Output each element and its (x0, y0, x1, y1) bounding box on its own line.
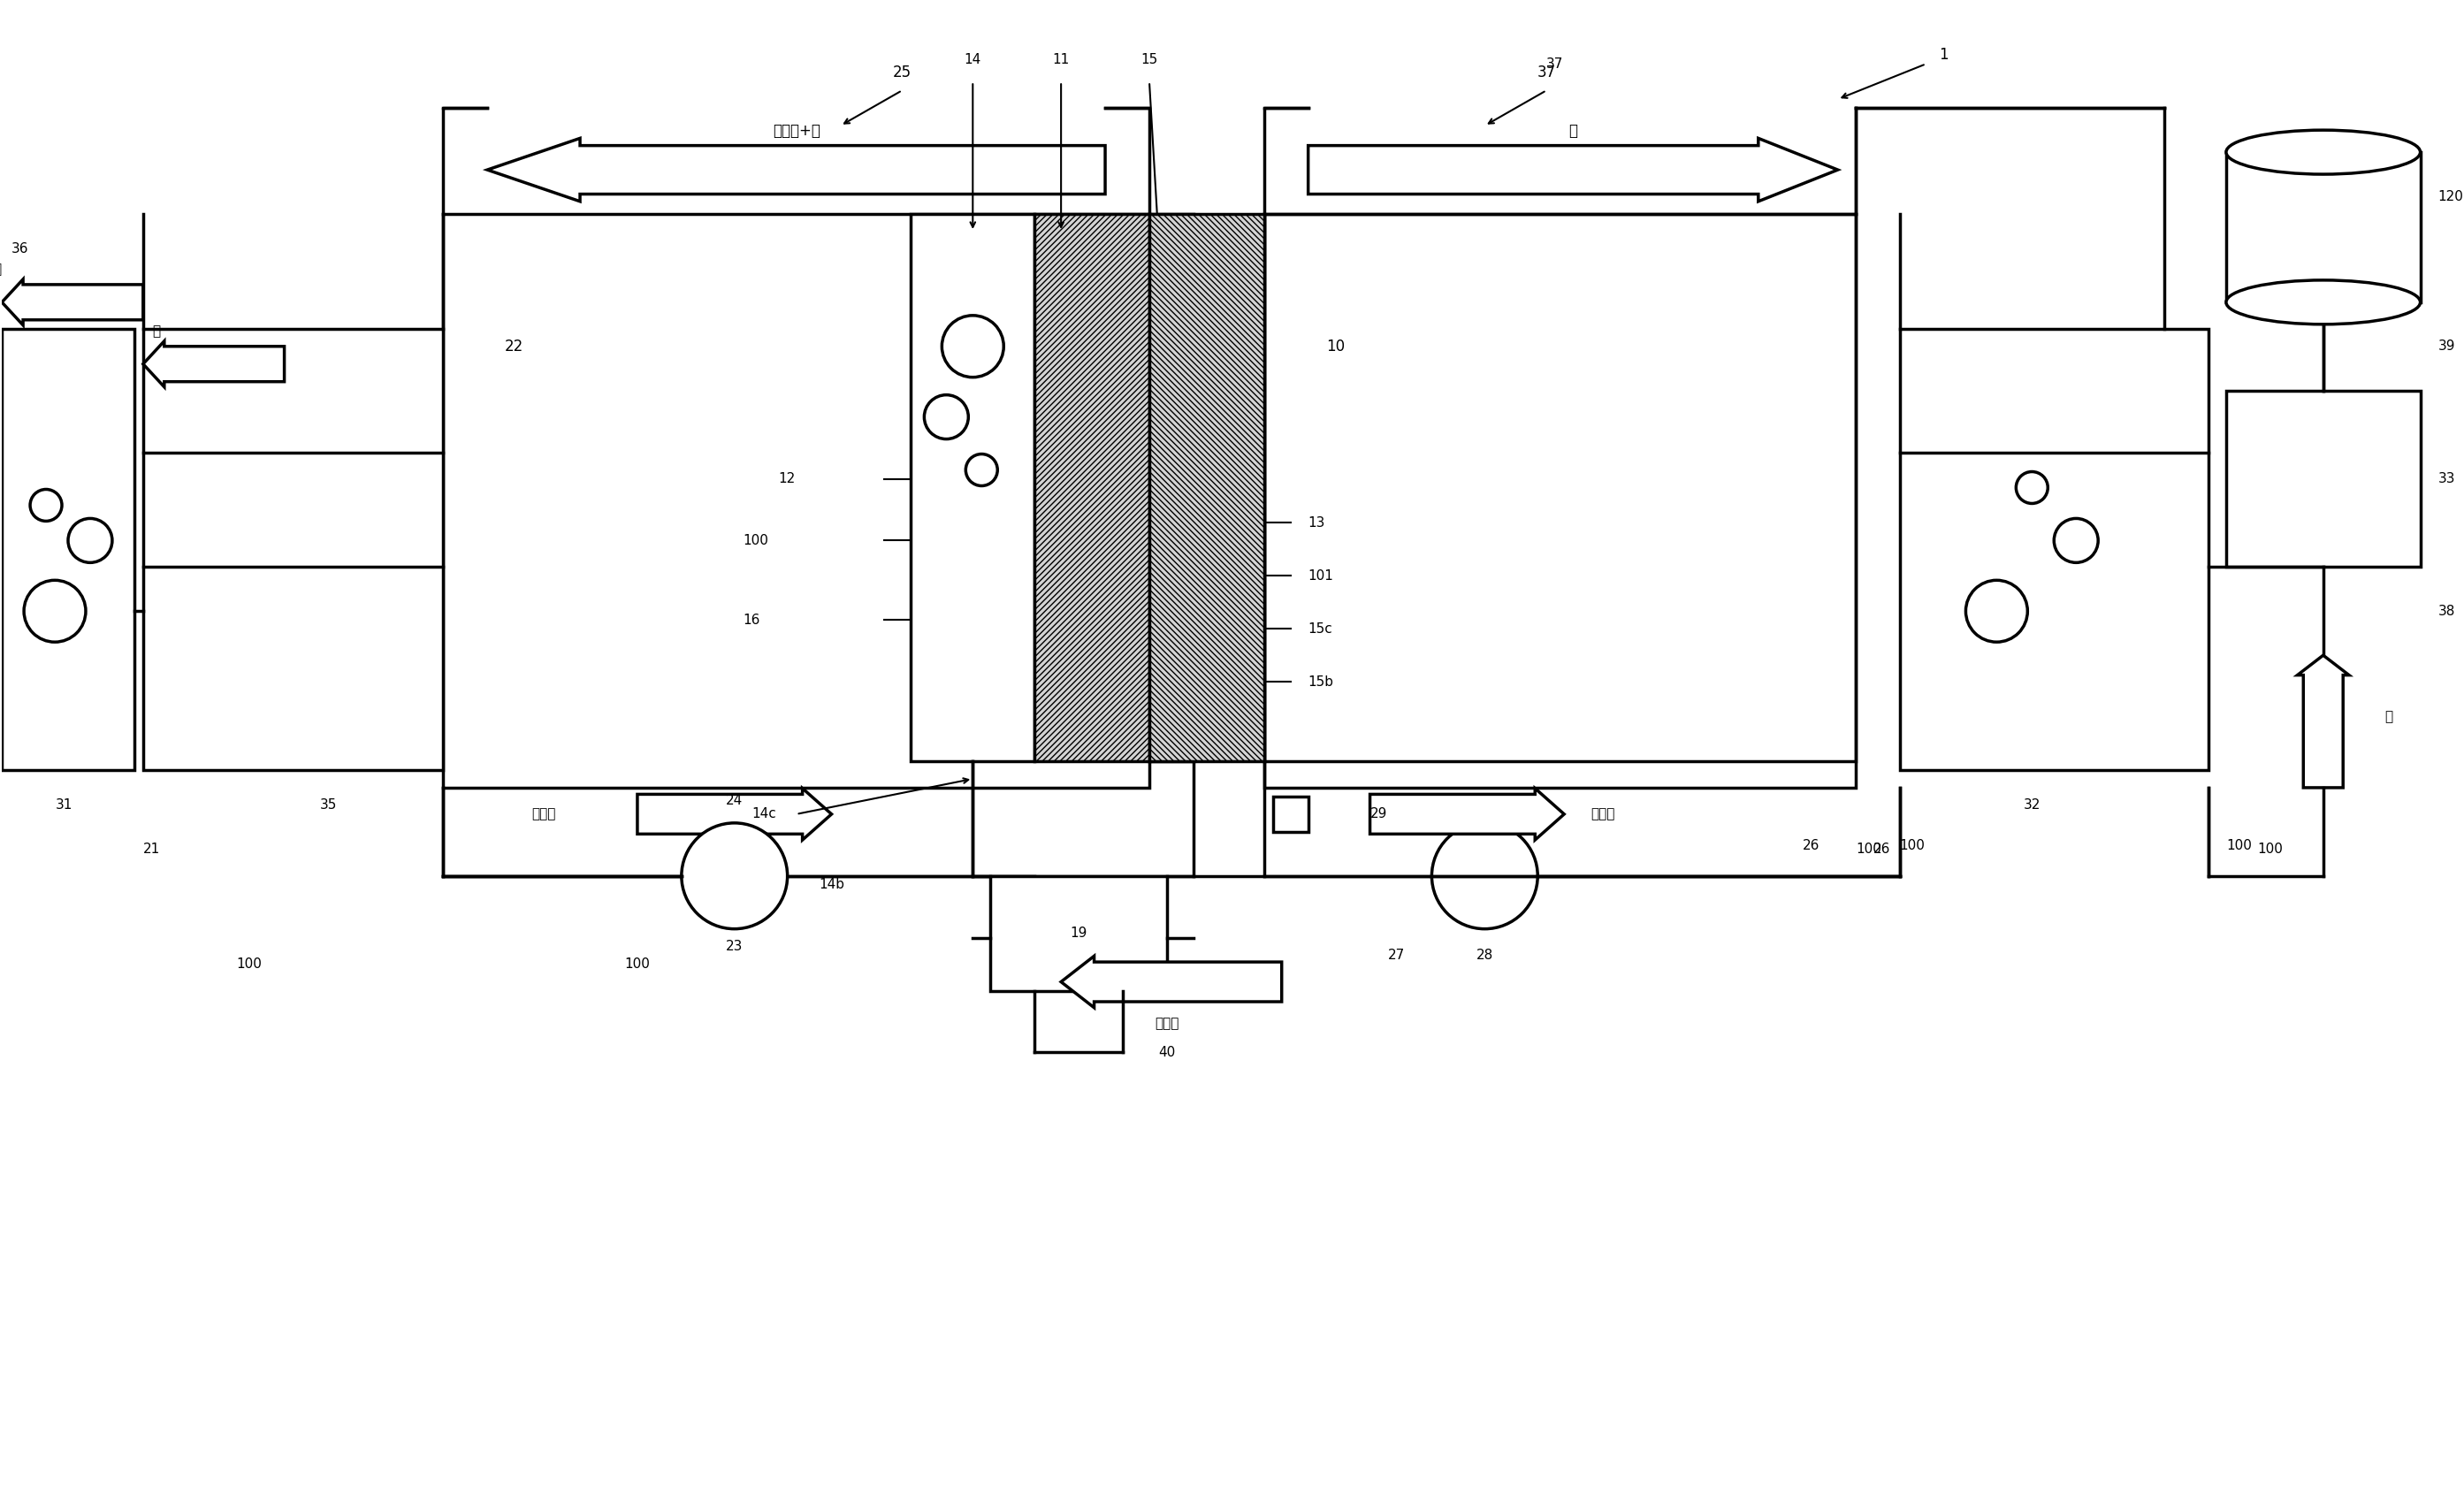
Text: 13: 13 (1308, 516, 1326, 529)
Text: 氢: 氢 (2385, 710, 2393, 724)
Circle shape (941, 315, 1003, 377)
Bar (1264, 214, 1855, 761)
FancyArrow shape (1308, 138, 1838, 202)
Text: 氢: 氢 (1570, 123, 1577, 139)
Ellipse shape (2225, 280, 2420, 324)
Text: 22: 22 (505, 338, 525, 354)
Text: 100: 100 (1855, 843, 1882, 857)
Text: 15c: 15c (1308, 622, 1333, 635)
FancyArrow shape (1370, 788, 1565, 840)
Text: 120: 120 (2437, 190, 2464, 203)
Text: 32: 32 (2023, 798, 2040, 812)
Text: 电解液: 电解液 (1592, 807, 1614, 821)
Text: 氧: 氧 (153, 324, 160, 338)
Text: 29: 29 (1370, 807, 1387, 821)
Text: 14b: 14b (818, 878, 845, 891)
Circle shape (69, 519, 113, 562)
Bar (1148, 214, 1193, 761)
Text: 电解液: 电解液 (1156, 1017, 1180, 1030)
Text: 28: 28 (1476, 949, 1493, 961)
Bar (912, 214, 1035, 761)
Text: 31: 31 (54, 798, 71, 812)
Bar (2225, 390, 2420, 567)
Bar (1148, 214, 1264, 761)
Text: 100: 100 (2257, 843, 2284, 857)
Circle shape (2016, 472, 2048, 504)
Circle shape (25, 580, 86, 641)
Text: 37: 37 (1538, 64, 1555, 81)
Text: 1: 1 (1939, 48, 1949, 63)
Text: 21: 21 (143, 843, 160, 857)
Bar (1900, 329, 2208, 770)
Text: 27: 27 (1387, 949, 1404, 961)
Bar (1274, 797, 1308, 831)
Text: 26: 26 (1873, 843, 1890, 857)
Text: 101: 101 (1308, 570, 1333, 583)
Text: 23: 23 (727, 940, 744, 954)
Text: 37: 37 (1547, 57, 1565, 70)
Text: 15b: 15b (1308, 676, 1333, 688)
Text: 12: 12 (779, 472, 796, 486)
Ellipse shape (2225, 130, 2420, 175)
Circle shape (966, 454, 998, 486)
Text: 电解液+氧: 电解液+氧 (771, 123, 821, 139)
Bar (2225, 152, 2420, 302)
Text: 100: 100 (2225, 839, 2252, 852)
Text: 40: 40 (1158, 1046, 1175, 1058)
FancyArrow shape (143, 341, 283, 387)
Text: 35: 35 (320, 798, 338, 812)
FancyArrow shape (2, 280, 143, 326)
Bar (1035, 214, 1148, 761)
FancyArrow shape (1062, 955, 1281, 1008)
Circle shape (1432, 822, 1538, 928)
Text: 100: 100 (237, 958, 261, 970)
Text: 14: 14 (963, 54, 981, 67)
Text: 100: 100 (623, 958, 650, 970)
Circle shape (683, 822, 788, 928)
Text: 100: 100 (744, 534, 769, 547)
Text: 36: 36 (10, 242, 27, 256)
Text: 38: 38 (2437, 604, 2454, 617)
Bar (143, 329, 444, 770)
Text: 16: 16 (744, 613, 761, 626)
FancyArrow shape (2296, 655, 2348, 788)
FancyArrow shape (488, 138, 1106, 202)
Text: 33: 33 (2437, 472, 2454, 486)
Text: 100: 100 (1900, 839, 1924, 852)
Circle shape (30, 489, 62, 522)
Bar (2, 329, 133, 770)
Text: 19: 19 (1069, 927, 1087, 940)
Text: 电解液: 电解液 (532, 807, 557, 821)
Text: 14c: 14c (752, 807, 776, 821)
Text: 10: 10 (1326, 338, 1345, 354)
Circle shape (2055, 519, 2099, 562)
Text: 24: 24 (727, 794, 744, 807)
Text: 25: 25 (892, 64, 912, 81)
Bar (1264, 214, 1855, 788)
Circle shape (1966, 580, 2028, 641)
Text: 26: 26 (1804, 839, 1821, 852)
Bar (991, 876, 1168, 991)
Text: 39: 39 (2437, 339, 2454, 353)
FancyArrow shape (638, 788, 830, 840)
Bar (444, 214, 1148, 788)
Circle shape (924, 395, 968, 440)
Text: 11: 11 (1052, 54, 1069, 67)
Text: 15: 15 (1141, 54, 1158, 67)
